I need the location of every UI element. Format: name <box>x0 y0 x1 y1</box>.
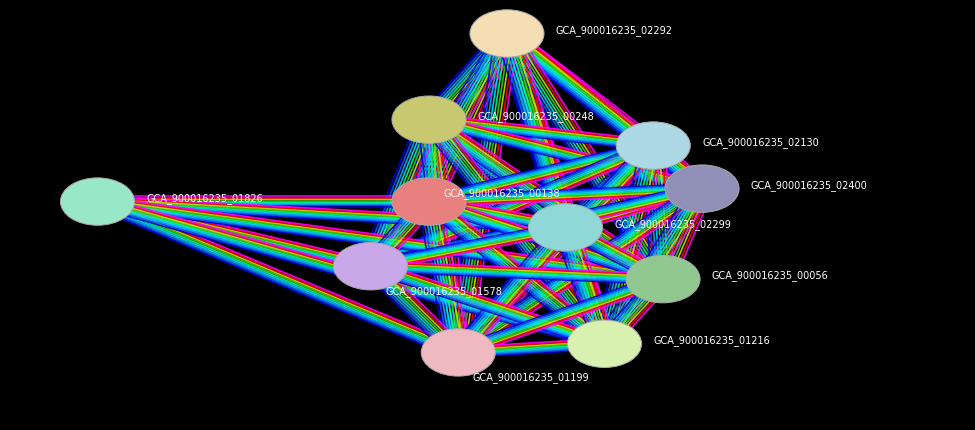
Ellipse shape <box>626 256 700 303</box>
Text: GCA_900016235_02130: GCA_900016235_02130 <box>702 136 819 147</box>
Ellipse shape <box>392 97 466 144</box>
Text: GCA_900016235_00138: GCA_900016235_00138 <box>444 187 561 199</box>
Ellipse shape <box>567 320 642 368</box>
Ellipse shape <box>333 243 408 290</box>
Ellipse shape <box>665 166 739 213</box>
Text: GCA_900016235_02292: GCA_900016235_02292 <box>556 25 673 36</box>
Text: GCA_900016235_01826: GCA_900016235_01826 <box>146 192 263 203</box>
Text: GCA_900016235_01578: GCA_900016235_01578 <box>385 285 502 296</box>
Ellipse shape <box>470 11 544 58</box>
Text: GCA_900016235_00248: GCA_900016235_00248 <box>478 111 595 122</box>
Ellipse shape <box>528 204 603 252</box>
Text: GCA_900016235_02400: GCA_900016235_02400 <box>751 179 868 190</box>
Ellipse shape <box>392 178 466 226</box>
Ellipse shape <box>616 123 690 170</box>
Ellipse shape <box>421 329 495 376</box>
Text: GCA_900016235_00056: GCA_900016235_00056 <box>712 270 829 281</box>
Ellipse shape <box>60 178 135 226</box>
Text: GCA_900016235_02299: GCA_900016235_02299 <box>614 218 731 229</box>
Text: GCA_900016235_01216: GCA_900016235_01216 <box>653 334 770 345</box>
Text: GCA_900016235_01199: GCA_900016235_01199 <box>473 371 590 382</box>
